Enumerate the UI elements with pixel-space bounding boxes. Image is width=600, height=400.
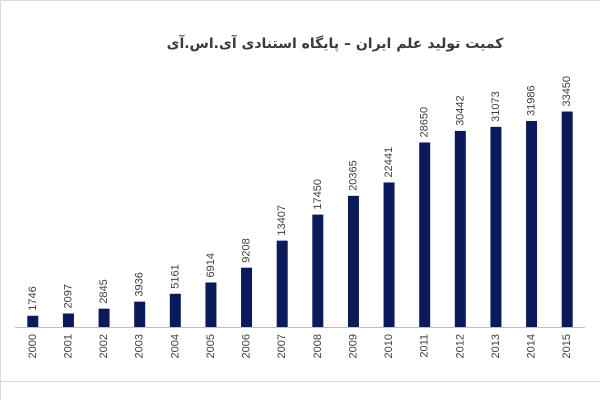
bar-2000 bbox=[27, 315, 39, 327]
value-label-2001: 2097 bbox=[62, 284, 74, 308]
bar-2014 bbox=[526, 120, 538, 327]
value-label-2004: 5161 bbox=[169, 264, 181, 288]
bar-2012 bbox=[454, 130, 466, 327]
value-label-2010: 22441 bbox=[383, 147, 395, 178]
x-tick-label-2006: 2006 bbox=[241, 334, 253, 358]
x-tick-label-2013: 2013 bbox=[490, 334, 502, 358]
frame-border-top bbox=[0, 0, 600, 1]
bar-2015 bbox=[561, 111, 573, 327]
value-label-2011: 28650 bbox=[419, 107, 431, 138]
bar-2006 bbox=[241, 267, 253, 327]
chart-title: کمیت تولید علم ایران – پایگاه استنادی آی… bbox=[166, 36, 504, 52]
value-label-2005: 6914 bbox=[205, 253, 217, 277]
bar-2013 bbox=[490, 126, 502, 327]
bar-2002 bbox=[98, 308, 110, 327]
value-label-2012: 30442 bbox=[454, 95, 466, 126]
value-label-2008: 17450 bbox=[312, 179, 324, 210]
value-label-2009: 20365 bbox=[347, 160, 359, 191]
bar-2007 bbox=[276, 240, 288, 327]
value-label-2013: 31073 bbox=[490, 91, 502, 122]
value-label-2000: 1746 bbox=[27, 286, 39, 310]
value-labels-group: 1746 2097 2845 3936 5161 6914 9208 13407 17450 20… bbox=[27, 76, 573, 311]
x-tick-label-2007: 2007 bbox=[276, 334, 288, 358]
x-tick-label-2002: 2002 bbox=[98, 334, 110, 358]
bar-2009 bbox=[347, 195, 359, 327]
x-tick-label-2009: 2009 bbox=[347, 334, 359, 358]
frame-border-bottom bbox=[0, 381, 600, 382]
tick-labels-group: 2000 2001 2002 2003 2004 2005 2006 2007 2008 2009… bbox=[27, 334, 573, 358]
value-label-2014: 31986 bbox=[526, 85, 538, 116]
x-tick-label-2010: 2010 bbox=[383, 334, 395, 358]
x-tick-label-2015: 2015 bbox=[561, 334, 573, 358]
value-label-2015: 33450 bbox=[561, 76, 573, 107]
bar-2003 bbox=[134, 301, 146, 327]
bar-2010 bbox=[383, 182, 395, 327]
x-tick-label-2005: 2005 bbox=[205, 334, 217, 358]
bar-2011 bbox=[419, 142, 431, 327]
x-tick-label-2004: 2004 bbox=[169, 334, 181, 358]
x-tick-label-2008: 2008 bbox=[312, 334, 324, 358]
bar-2001 bbox=[62, 313, 74, 327]
value-label-2003: 3936 bbox=[134, 272, 146, 296]
bar-2005 bbox=[205, 282, 217, 327]
bars-group bbox=[27, 111, 573, 327]
value-label-2002: 2845 bbox=[98, 279, 110, 303]
value-label-2006: 9208 bbox=[241, 238, 253, 262]
x-tick-label-2012: 2012 bbox=[454, 334, 466, 358]
bar-2004 bbox=[169, 293, 181, 327]
x-tick-label-2003: 2003 bbox=[134, 334, 146, 358]
value-label-2007: 13407 bbox=[276, 205, 288, 236]
x-tick-label-2011: 2011 bbox=[419, 334, 431, 358]
frame-border-left bbox=[0, 0, 1, 400]
x-tick-label-2001: 2001 bbox=[62, 334, 74, 358]
x-tick-label-2000: 2000 bbox=[27, 334, 39, 358]
x-tick-label-2014: 2014 bbox=[526, 334, 538, 358]
bar-2008 bbox=[312, 214, 324, 327]
